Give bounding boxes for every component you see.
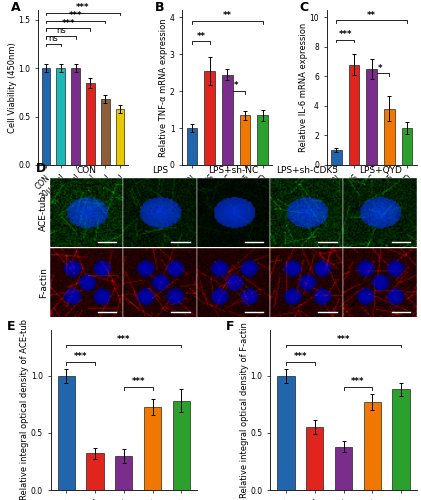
- Bar: [86, 82, 95, 165]
- Text: **: **: [367, 10, 376, 20]
- Bar: [56, 68, 65, 165]
- Text: B: B: [155, 0, 165, 14]
- Bar: [366, 69, 377, 165]
- Text: ns: ns: [56, 26, 66, 36]
- Text: LPS+QYD: LPS+QYD: [359, 166, 402, 175]
- Bar: [306, 427, 323, 490]
- Y-axis label: Cell Viability (450nm): Cell Viability (450nm): [8, 42, 17, 133]
- Bar: [257, 115, 268, 165]
- Text: F-actin: F-actin: [39, 267, 48, 298]
- Bar: [42, 68, 51, 165]
- Text: ***: ***: [337, 335, 350, 344]
- Text: ns: ns: [48, 34, 58, 43]
- Bar: [58, 376, 75, 490]
- Bar: [187, 128, 197, 165]
- Bar: [173, 401, 190, 490]
- Bar: [402, 128, 412, 165]
- Y-axis label: Relative TNF-α mRNA expression: Relative TNF-α mRNA expression: [159, 18, 168, 157]
- Text: ***: ***: [351, 378, 365, 386]
- Text: C: C: [299, 0, 309, 14]
- Text: ***: ***: [131, 378, 145, 386]
- Y-axis label: Relative integral optical density of ACE-tub: Relative integral optical density of ACE…: [20, 320, 29, 500]
- Text: ***: ***: [69, 11, 83, 20]
- Text: F: F: [226, 320, 235, 334]
- Text: ***: ***: [294, 352, 307, 361]
- Text: **: **: [196, 32, 205, 40]
- Text: ACE-tub: ACE-tub: [39, 194, 48, 230]
- Text: CON: CON: [76, 166, 96, 175]
- Bar: [331, 150, 341, 165]
- Text: ***: ***: [74, 352, 88, 361]
- Text: LPS+sh-NC: LPS+sh-NC: [208, 166, 258, 175]
- Text: ***: ***: [61, 18, 75, 28]
- Bar: [384, 109, 394, 165]
- Bar: [392, 390, 410, 490]
- Bar: [277, 376, 295, 490]
- Text: *: *: [234, 82, 238, 90]
- Bar: [115, 456, 132, 490]
- Bar: [364, 402, 381, 490]
- Text: A: A: [11, 0, 21, 14]
- Text: ***: ***: [117, 335, 131, 344]
- Bar: [86, 454, 104, 490]
- Bar: [335, 446, 352, 490]
- Bar: [240, 115, 250, 165]
- Bar: [204, 71, 215, 165]
- Y-axis label: Relative integral optical density of F-actin: Relative integral optical density of F-a…: [240, 322, 249, 498]
- Text: LPS: LPS: [152, 166, 168, 175]
- Text: LPS+sh-CDK5: LPS+sh-CDK5: [276, 166, 338, 175]
- Text: ***: ***: [76, 3, 90, 12]
- Y-axis label: Relative IL-6 mRNA expression: Relative IL-6 mRNA expression: [299, 23, 308, 152]
- Text: D: D: [36, 162, 46, 175]
- Bar: [101, 99, 109, 165]
- Bar: [144, 406, 161, 490]
- Bar: [71, 68, 80, 165]
- Text: ***: ***: [338, 30, 352, 39]
- Text: E: E: [7, 320, 15, 334]
- Text: *: *: [378, 64, 383, 72]
- Bar: [349, 64, 359, 165]
- Bar: [115, 109, 125, 165]
- Text: **: **: [223, 12, 232, 20]
- Bar: [222, 74, 233, 165]
